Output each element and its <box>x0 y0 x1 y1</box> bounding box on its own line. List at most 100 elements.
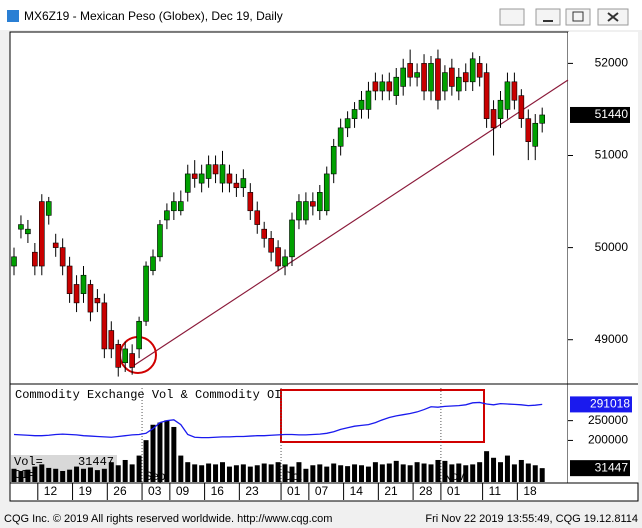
candle-body <box>212 164 219 175</box>
volume-bar <box>136 455 142 482</box>
volume-bar <box>122 459 128 482</box>
volume-bar <box>254 465 260 482</box>
candle-body <box>296 201 302 221</box>
candle-body <box>171 201 177 212</box>
volume-bar <box>359 465 364 482</box>
x-tick-label: 09 <box>176 484 190 498</box>
volume-bar <box>185 462 191 482</box>
x-tick-label: 03 <box>148 484 162 498</box>
x-tick-label: 07 <box>315 484 329 498</box>
volume-bar <box>525 463 531 482</box>
volume-bar <box>532 465 538 482</box>
candle-body <box>101 302 108 350</box>
title-bar <box>0 0 642 30</box>
volume-bar <box>428 464 434 482</box>
candle-body <box>365 90 372 110</box>
candle-body <box>94 297 101 304</box>
x-tick-label: 12 <box>44 484 58 498</box>
candle-body <box>469 58 476 83</box>
volume-bar <box>365 466 371 482</box>
volume-bar <box>352 464 358 482</box>
volume-bar <box>477 462 483 482</box>
candle-body <box>136 320 142 350</box>
volume-bar <box>220 462 225 482</box>
candle-body <box>38 201 45 267</box>
candle-body <box>143 265 149 322</box>
volume-bar <box>421 463 427 482</box>
volume-bar <box>199 465 205 482</box>
volume-bar <box>289 466 295 482</box>
volume-bar <box>39 464 45 482</box>
volume-bar <box>372 462 378 482</box>
candle-body <box>400 67 407 87</box>
chart-title: MX6Z19 - Mexican Peso (Globex), Dec 19, … <box>24 9 283 23</box>
volume-bar <box>324 466 330 482</box>
candle-body <box>275 247 281 267</box>
volume-bar <box>456 463 462 482</box>
close-icon <box>607 12 619 22</box>
candle-body <box>414 72 420 78</box>
volume-bar <box>386 463 392 482</box>
volume-bar <box>101 468 107 482</box>
candle-body <box>59 247 66 267</box>
x-tick-label: 23 <box>245 484 259 498</box>
candle-body <box>289 219 295 258</box>
candle-body <box>282 256 288 267</box>
candle-body <box>178 201 184 212</box>
candle-body <box>18 224 24 230</box>
volume-bar <box>449 464 455 482</box>
volume-bar <box>296 462 302 482</box>
volume-bar <box>407 465 413 482</box>
volume-bar <box>463 465 469 482</box>
maximize-button[interactable] <box>565 8 591 26</box>
volume-bar <box>129 464 135 482</box>
candle-body <box>129 353 135 368</box>
x-tick-label: 01 <box>447 484 461 498</box>
candle-body <box>455 76 462 92</box>
volume-bar <box>282 464 288 482</box>
x-tick-label: 26 <box>113 484 127 498</box>
candle-body <box>226 173 233 184</box>
volume-bar <box>226 466 232 482</box>
candle-body <box>115 344 122 368</box>
candle-body <box>393 76 400 96</box>
window-buttons[interactable] <box>499 8 629 26</box>
candle-body <box>525 118 532 142</box>
candle-body <box>337 127 344 147</box>
candle-body <box>462 72 469 83</box>
volume-bar <box>60 470 66 482</box>
last-oi-box <box>570 396 632 413</box>
volume-bar <box>25 469 31 482</box>
x-tick-label: 14 <box>350 484 364 498</box>
candle-body <box>421 63 427 92</box>
candle-body <box>358 99 365 110</box>
candle-body <box>11 256 17 267</box>
last-oi-label: 291018 <box>590 397 630 411</box>
volume-bar <box>303 468 309 482</box>
volume-bar <box>435 459 441 482</box>
link-button[interactable] <box>499 8 525 26</box>
volume-bar <box>74 466 80 482</box>
time-axis-area <box>9 482 639 502</box>
candle-body <box>219 164 226 184</box>
candle-body <box>108 330 115 350</box>
volume-bar <box>338 465 344 482</box>
volume-bar <box>150 424 156 482</box>
volume-bar <box>539 468 545 482</box>
minimize-button[interactable] <box>535 8 561 26</box>
candle-body <box>150 256 156 271</box>
volume-bar <box>400 464 406 482</box>
candle-body <box>45 201 52 216</box>
candle-body <box>303 201 309 221</box>
volume-bar <box>511 464 517 482</box>
candle-body <box>518 95 525 119</box>
candle-body <box>323 173 330 212</box>
candle-body <box>504 81 511 110</box>
y-tick-label: 52000 <box>595 56 629 70</box>
vol-readout: 31447 <box>78 455 114 469</box>
vol-label: Vol= <box>14 455 43 469</box>
volume-bar <box>498 462 503 482</box>
volume-bar <box>18 470 24 482</box>
candle-body <box>407 63 413 78</box>
